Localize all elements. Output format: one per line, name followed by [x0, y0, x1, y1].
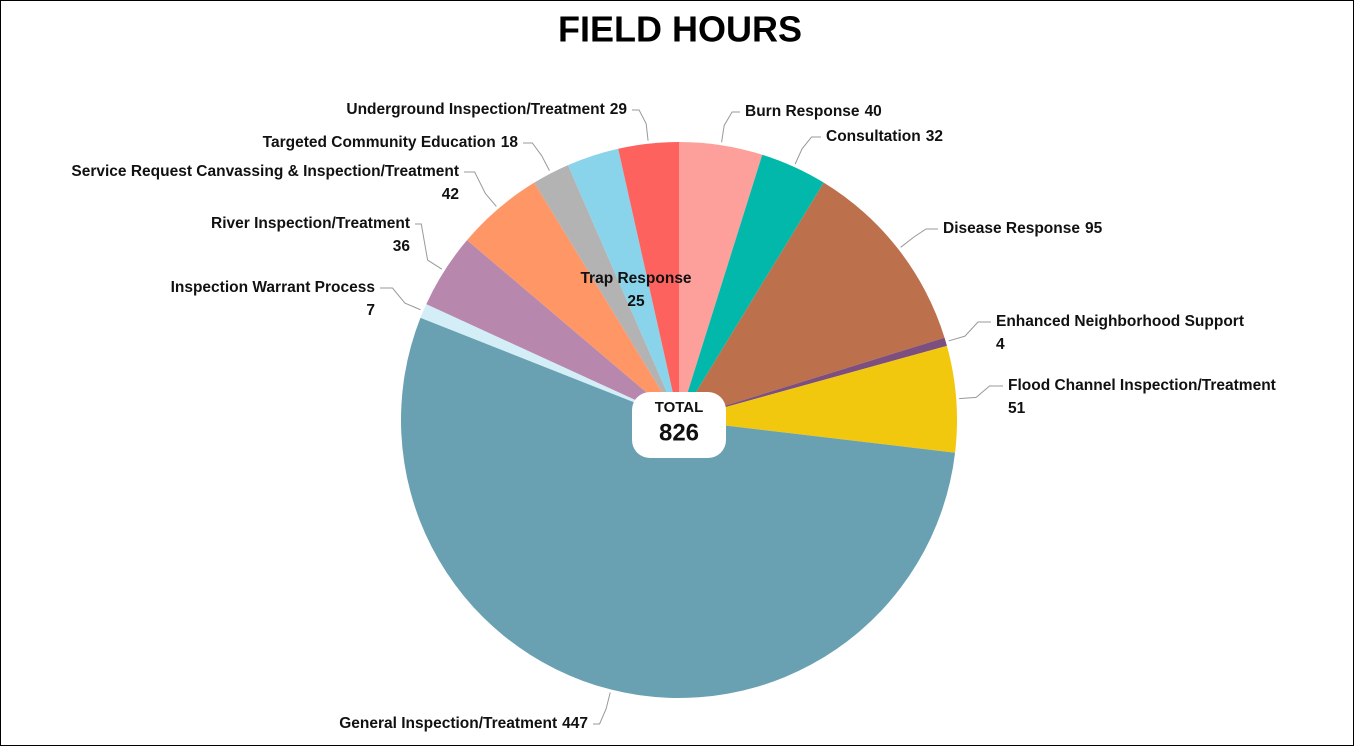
slice	[679, 337, 947, 420]
slice-name: General Inspection/Treatment	[339, 715, 557, 732]
leader-line	[415, 223, 443, 270]
slice-label: Inspection Warrant Process	[171, 279, 375, 296]
leader-line	[380, 287, 421, 311]
slice-value: 42	[442, 186, 459, 203]
slice-label: Consultation 32	[826, 128, 943, 145]
leader-line	[794, 136, 821, 165]
slice-value: 25	[627, 293, 645, 310]
leader-line	[948, 321, 991, 342]
slice-value: 7	[366, 302, 375, 319]
leader-line	[523, 142, 550, 171]
slice	[420, 304, 679, 420]
slice-name: Disease Response	[943, 220, 1080, 237]
slice-value: 36	[393, 238, 411, 255]
chart-title: FIELD HOURS	[558, 9, 802, 50]
slice	[679, 142, 763, 420]
slice-value: 4	[996, 336, 1005, 353]
slice	[426, 240, 679, 420]
total-box	[632, 392, 726, 458]
slice	[567, 148, 679, 420]
leader-line	[900, 228, 938, 248]
slice-value: 29	[610, 101, 628, 118]
slice-label: Enhanced Neighborhood Support	[996, 313, 1244, 330]
leader-line	[632, 109, 649, 141]
leader-line	[959, 385, 1003, 400]
slice-label: Burn Response 40	[745, 103, 882, 120]
slice	[679, 154, 824, 420]
slice-label: River Inspection/Treatment	[211, 215, 410, 232]
slice-value: 32	[926, 128, 943, 145]
labels: Burn Response 40 Consultation 32 Disease Res…	[71, 101, 1275, 732]
slice-label: Service Request Canvassing & Inspection/…	[71, 163, 459, 180]
slice-value: 95	[1085, 220, 1103, 237]
slice-label: Targeted Community Education 18	[263, 134, 519, 151]
slice-label: Flood Channel Inspection/Treatment	[1008, 377, 1276, 394]
slice-name: Burn Response	[745, 103, 860, 120]
leader-line	[464, 171, 497, 207]
leader-line	[721, 111, 740, 143]
slice-value: 51	[1008, 400, 1026, 417]
slices	[401, 142, 957, 698]
slice-name: Consultation	[826, 128, 921, 145]
slice	[618, 142, 679, 420]
total-label: TOTAL	[655, 399, 704, 416]
slice-label: Trap Response	[580, 270, 691, 287]
slice	[401, 317, 956, 698]
slice-value: 40	[865, 103, 882, 120]
slice-value: 447	[562, 715, 588, 732]
slice-name: Targeted Community Education	[263, 134, 496, 151]
total-value: 826	[659, 419, 699, 446]
leader-line	[593, 692, 611, 725]
slice-value: 18	[501, 134, 519, 151]
slice-name: Underground Inspection/Treatment	[346, 101, 604, 118]
slice	[534, 165, 679, 420]
slice	[679, 182, 945, 420]
slice	[467, 182, 679, 420]
slice	[679, 345, 957, 453]
slice-label: General Inspection/Treatment 447	[339, 715, 588, 732]
slice-label: Disease Response 95	[943, 220, 1103, 237]
slice-label: Underground Inspection/Treatment 29	[346, 101, 627, 118]
